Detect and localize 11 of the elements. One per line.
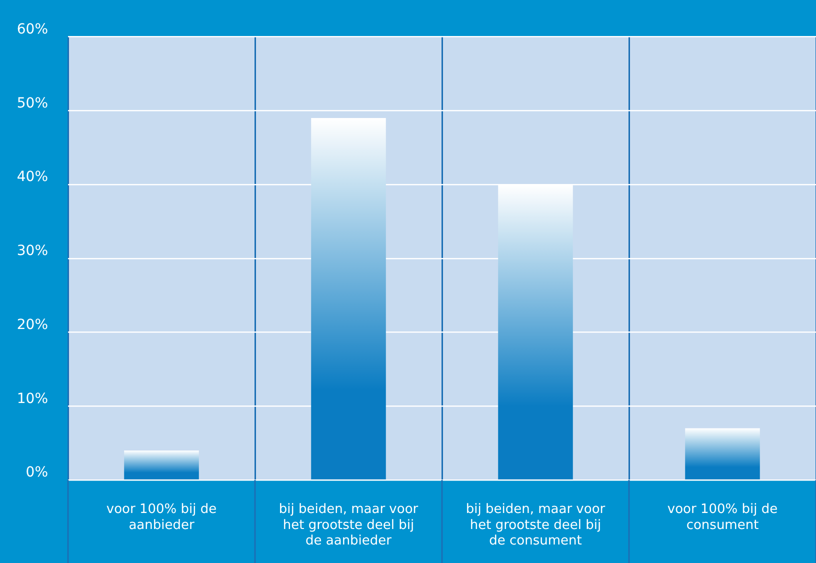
x-tick-label: voor 100% bij de aanbieder (106, 502, 217, 533)
y-tick-label: 60% (16, 21, 48, 38)
y-tick-label: 50% (16, 95, 48, 112)
y-tick-label: 30% (16, 243, 48, 260)
x-tick-label: voor 100% bij de consument (667, 502, 778, 533)
x-tick-label: bij beiden, maar voor het grootste deel bij de consument (466, 502, 606, 548)
y-tick-label: 20% (16, 316, 48, 333)
x-tick-label: bij beiden, maar voor het grootste deel bij de aanbieder (278, 502, 419, 548)
y-tick-label: 10% (16, 390, 48, 407)
y-tick-label: 0% (26, 464, 48, 481)
y-tick-label: 40% (16, 169, 48, 186)
